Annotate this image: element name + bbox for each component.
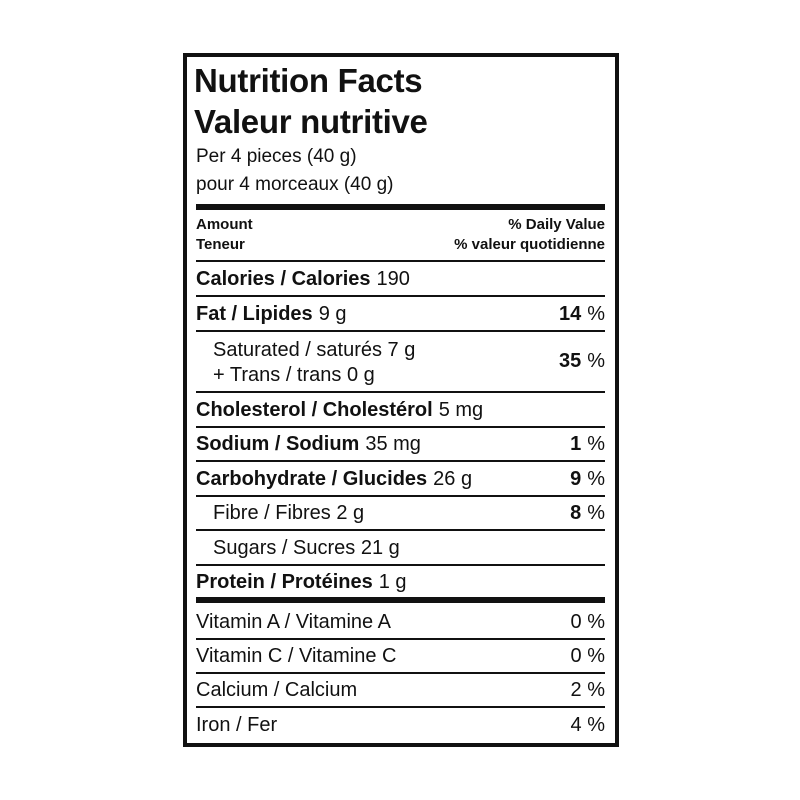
rule [196, 564, 605, 566]
rule [196, 330, 605, 332]
nutrient-amount: 35 mg [365, 433, 421, 455]
nutrient-sub: + Trans / trans 0 g [213, 364, 375, 386]
column-daily-value-fr: % valeur quotidienne [454, 236, 605, 253]
thick-rule [196, 597, 605, 603]
title: Nutrition Facts [194, 62, 423, 99]
nutrient-amount: 5 mg [438, 399, 484, 421]
rule [196, 260, 605, 262]
rule [196, 295, 605, 297]
rule [196, 706, 605, 708]
nutrient-row: Protein / Protéines 1 g [196, 570, 407, 594]
nutrient-name: Protein / Protéines [196, 571, 373, 593]
thick-rule [196, 204, 605, 210]
daily-value: 35% [559, 349, 605, 373]
nutrient-amount: 190 [376, 268, 410, 290]
nutrient-name: Cholesterol / Cholestérol [196, 399, 433, 421]
nutrient-row: Fat / Lipides 9 g [196, 302, 347, 326]
rule [196, 391, 605, 393]
rule [196, 495, 605, 497]
nutrient-sub: Saturated / saturés 7 g [213, 339, 416, 361]
vitamin-name: Calcium / Calcium [196, 679, 358, 701]
vitamin-name: Iron / Fer [196, 714, 278, 736]
nutrient-row: Carbohydrate / Glucides 26 g [196, 467, 472, 491]
nutrient-amount: 9 g [318, 303, 347, 325]
dv-number: 35 [558, 350, 582, 372]
dv-unit: % [587, 350, 605, 372]
rule [196, 460, 605, 462]
daily-value: 14% [559, 302, 605, 326]
nutrient-row: Sodium / Sodium 35 mg [196, 432, 421, 456]
nutrient-name: Sodium / Sodium [196, 433, 360, 455]
dv-unit: % [587, 303, 605, 325]
rule [196, 672, 605, 674]
vitamin-dv: 2 % [570, 679, 605, 701]
daily-value: 9% [570, 467, 605, 491]
serving: Per 4 pieces (40 g) [196, 146, 357, 167]
vitamin-name: Vitamin C / Vitamine C [196, 645, 397, 667]
nutrient-sub: Fibre / Fibres 2 g [213, 502, 365, 524]
label-border [183, 53, 619, 747]
nutrient-name: Fat / Lipides [196, 303, 313, 325]
vitamin-dv: 0 % [570, 645, 605, 667]
nutrient-sub: Sugars / Sucres 21 g [213, 537, 400, 559]
rule [196, 529, 605, 531]
dv-unit: % [587, 433, 605, 455]
nutrient-name: Calories / Calories [196, 268, 371, 290]
nutrient-row: Calories / Calories 190 [196, 267, 410, 291]
dv-number: 1 [570, 433, 582, 455]
title-fr: Valeur nutritive [194, 103, 428, 140]
column-amount-fr: Teneur [196, 236, 245, 253]
dv-number: 14 [558, 303, 582, 325]
vitamin-dv: 4 % [570, 714, 605, 736]
column-amount: Amount [196, 216, 253, 233]
nutrient-amount: 1 g [378, 571, 407, 593]
nutrient-name: Carbohydrate / Glucides [196, 468, 428, 490]
daily-value: 8% [570, 501, 605, 525]
dv-number: 8 [570, 502, 582, 524]
dv-unit: % [587, 468, 605, 490]
vitamin-dv: 0 % [570, 611, 605, 633]
dv-number: 9 [570, 468, 582, 490]
nutrient-row: Cholesterol / Cholestérol 5 mg [196, 398, 483, 422]
daily-value: 1% [570, 432, 605, 456]
rule [196, 426, 605, 428]
vitamin-name: Vitamin A / Vitamine A [196, 611, 391, 633]
column-daily-value: % Daily Value [508, 216, 605, 233]
serving-fr: pour 4 morceaux (40 g) [196, 174, 394, 195]
dv-unit: % [587, 502, 605, 524]
nutrient-amount: 26 g [433, 468, 473, 490]
rule [196, 638, 605, 640]
